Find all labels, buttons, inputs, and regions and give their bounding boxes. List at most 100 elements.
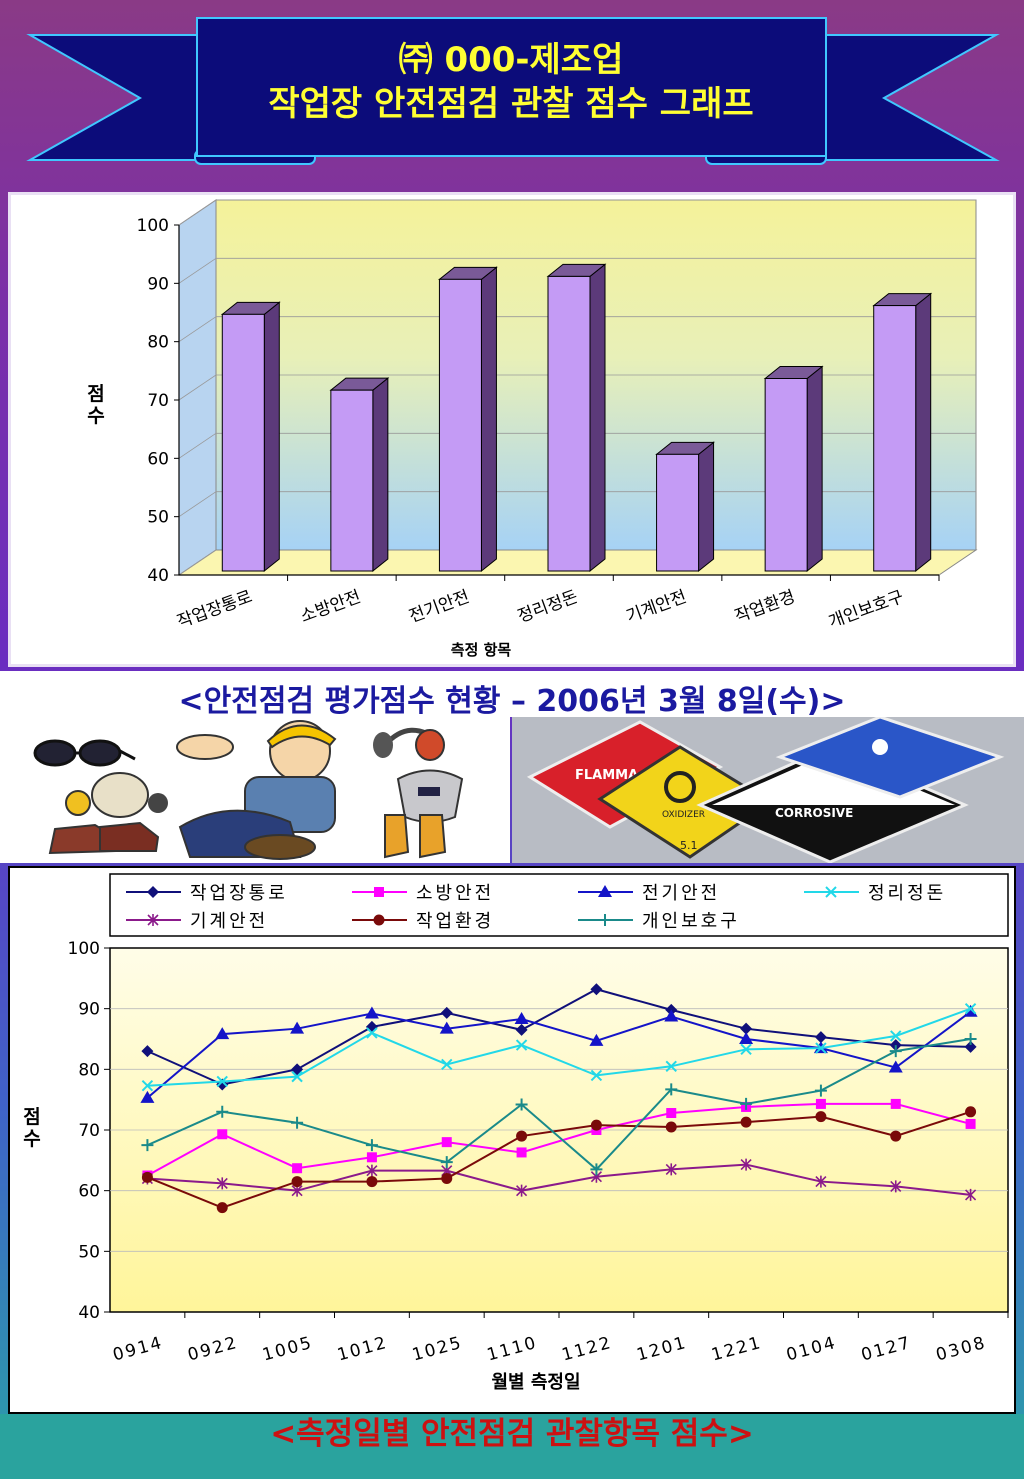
line-chart-panel: 40 50 60 70 80 90 100 0914 0922 1005 1012 1025 1110 1…: [8, 866, 1016, 1414]
data-point: [814, 1031, 827, 1044]
data-point: [141, 1171, 153, 1183]
x-tick-label: 1221: [709, 1333, 764, 1366]
data-point: [516, 1184, 528, 1197]
sign-label-oxidizer: OXIDIZER: [662, 810, 705, 820]
bar: [547, 275, 591, 572]
x-tick-label: 1005: [260, 1333, 315, 1366]
data-point: [514, 1011, 529, 1024]
bar: [438, 278, 482, 572]
bar-side: [698, 441, 715, 573]
caption-band-2: [0, 1414, 1024, 1479]
data-point: [740, 1043, 752, 1056]
data-point: [890, 1180, 902, 1193]
bar-side: [915, 292, 932, 573]
data-point: [965, 1118, 976, 1129]
data-point: [366, 1176, 378, 1188]
data-point: [292, 1163, 303, 1174]
data-point: [665, 1060, 677, 1073]
data-point: [290, 1021, 305, 1034]
data-point: [441, 1137, 452, 1148]
data-point: [516, 1130, 528, 1142]
bar: [873, 305, 917, 572]
y-axis-title-char: 점: [87, 383, 104, 405]
legend-label: 작업환경: [416, 911, 494, 932]
bar-chart-caption: <안전점검 평가점수 현황 – 2006년 3월 8일(수)>: [178, 684, 846, 719]
x-tick-label: 작업장통로: [175, 587, 255, 633]
bar-side: [480, 266, 497, 573]
data-point: [366, 1152, 377, 1163]
page-title: ㈜ 000-제조업 작업장 안전점검 관찰 점수 그래프: [195, 38, 827, 126]
x-tick-label: 0127: [859, 1333, 914, 1366]
legend-label: 소방안전: [416, 883, 494, 904]
data-point: [890, 1098, 901, 1109]
series-line: [146, 1102, 971, 1177]
ribbon-right-tail: [825, 34, 1000, 161]
data-point: [373, 914, 385, 926]
x-tick-label: 작업환경: [732, 587, 798, 627]
data-point: [965, 1106, 977, 1118]
x-tick-label: 0104: [784, 1333, 839, 1366]
data-point: [889, 1039, 902, 1052]
caption-band-1: [0, 671, 1024, 717]
data-point: [963, 1004, 978, 1017]
y-tick-label: 40: [78, 1303, 100, 1323]
data-point: [366, 1164, 378, 1177]
x-axis-title: 월별 측정일: [491, 1372, 580, 1393]
legend-item: 기계안전: [126, 911, 265, 932]
x-tick-label: 1110: [485, 1333, 540, 1366]
bar-side: [263, 301, 280, 573]
data-point: [965, 1188, 977, 1201]
data-point: [216, 1075, 228, 1088]
bar: [330, 389, 374, 572]
legend-label: 정리정돈: [868, 883, 946, 904]
data-point: [590, 1069, 603, 1082]
data-point: [590, 983, 603, 996]
data-point: [215, 1027, 230, 1040]
data-point: [366, 1027, 378, 1039]
legend-item: 소방안전: [352, 883, 494, 904]
legend-label: 전기안전: [642, 883, 720, 904]
legend-label: 작업장통로: [190, 883, 288, 904]
data-point: [599, 914, 611, 926]
y-tick-label: 40: [147, 566, 169, 586]
y-axis-title-char: 수: [23, 1128, 40, 1150]
y-tick-label: 90: [147, 274, 169, 294]
data-point: [664, 1009, 679, 1022]
data-point: [598, 885, 612, 897]
series-1: [141, 983, 977, 1091]
x-tick-label: 소방안전: [298, 587, 364, 627]
x-tick-label: 1122: [560, 1333, 615, 1366]
y-tick-label: 70: [78, 1121, 100, 1141]
data-point: [815, 1111, 827, 1123]
welding-mask-icon: [396, 769, 464, 823]
data-point: [291, 1176, 303, 1188]
y-tick-label: 70: [147, 391, 169, 411]
data-point: [515, 1039, 528, 1051]
gridline-side: [178, 316, 217, 342]
y-tick-label: 90: [78, 1000, 100, 1020]
data-point: [291, 1070, 303, 1083]
y-tick-label: 100: [137, 216, 169, 236]
data-point: [441, 1058, 453, 1071]
x-tick-label: 정리정돈: [515, 587, 581, 627]
data-point: [590, 1119, 602, 1131]
title-line-1: ㈜ 000-제조업: [398, 40, 624, 80]
data-point: [739, 1032, 754, 1044]
y-tick-label: 80: [147, 333, 169, 353]
x-tick-label: 0308: [934, 1333, 989, 1366]
data-point: [515, 1023, 528, 1036]
line-chart: 40 50 60 70 80 90 100 0914 0922 1005 1012 1025 1110 1…: [23, 873, 1009, 1393]
series-line: [147, 1163, 971, 1196]
data-point: [140, 1090, 155, 1103]
x-tick-label: 1201: [635, 1333, 690, 1366]
legend-item: 작업장통로: [126, 883, 288, 904]
data-point: [964, 1040, 977, 1053]
data-point: [590, 1163, 603, 1176]
data-point: [815, 1175, 827, 1188]
legend-item: 개인보호구: [578, 911, 737, 932]
series-line: [146, 1010, 972, 1099]
gridline-side: [178, 491, 217, 517]
data-point: [141, 1045, 154, 1058]
worker-figure-icon: [176, 720, 337, 860]
